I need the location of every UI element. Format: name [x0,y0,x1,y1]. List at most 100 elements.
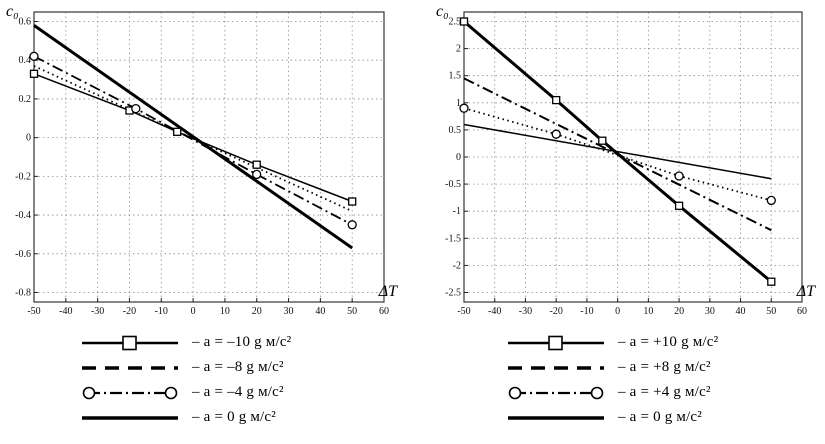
y-tick-label: 0.5 [449,125,462,136]
x-tick-label: 50 [766,306,776,317]
legend-item: – a = +10 g м/с² [506,330,824,355]
circle-marker [131,103,141,114]
legend-item: – a = +8 g м/с² [506,355,824,380]
square-marker [459,17,469,26]
y-axis-label: c₀ [6,3,19,20]
x-tick-label: -40 [59,306,72,317]
circle-marker [551,129,561,139]
y-tick-label: -0.5 [445,179,461,190]
legend-label: – a = –4 g м/с² [192,384,284,400]
legend-label: – a = 0 g м/с² [618,409,702,425]
legend-solid-line-icon [82,415,178,420]
square-marker [767,277,776,286]
square-marker [598,136,607,145]
y-axis-label: c₀ [436,3,449,20]
series-line [463,123,772,180]
x-tick-label: 40 [315,306,325,317]
circle-marker [766,195,776,206]
y-tick-label: -0.6 [15,249,31,260]
square-marker [173,127,182,136]
y-tick-label: 1.5 [449,71,462,82]
axes: -50 -40 -30 -20 -10 0 10 20 30 40 50 60 0.6 0.4 0.2 0 -0… [15,11,389,317]
legend-solid-line-icon [508,415,604,420]
y-tick-label: 0 [26,133,31,144]
y-tick-label: -0.2 [15,171,31,182]
gridlines [463,12,803,302]
legend-label: – a = +8 g м/с² [618,359,711,375]
y-tick-label: -2.5 [445,288,461,299]
x-axis-label: ΔT [378,283,398,300]
y-tick-label: 2.5 [449,16,462,27]
series-line [33,24,354,250]
legend-item: – a = 0 g м/с² [80,405,412,430]
x-tick-label: 0 [191,306,196,317]
right-panel: -50 -40 -30 -20 -10 0 10 20 30 40 50 60 2.5 2 1.5 1 0.5 0… [412,2,824,430]
x-tick-label: 30 [705,306,715,317]
x-tick-label: -20 [550,306,563,317]
circle-marker [252,169,262,180]
series-line [33,55,353,226]
x-tick-label: 20 [674,306,684,317]
x-tick-label: 50 [347,306,357,317]
legend-item: – a = –4 g м/с² [80,380,412,405]
x-axis-label: ΔT [796,283,816,300]
gridlines [33,12,385,302]
axis-labels: c₀ ΔT [436,3,816,300]
legend-dashed-line-icon [82,365,178,370]
x-tick-label: -30 [519,306,532,317]
legend-item: – a = –8 g м/с² [80,355,412,380]
x-tick-label: 60 [797,306,807,317]
x-tick-label: 30 [284,306,294,317]
y-tick-label: 1 [456,98,461,109]
y-tick-label: 0 [456,152,461,163]
legend-solid-square-line-icon [508,335,604,350]
legend-solid-square-line-icon [82,335,178,350]
y-tick-label: 2 [456,44,461,55]
square-marker [552,95,561,105]
square-marker [674,201,684,210]
legend-dashdot-circle-line-icon [508,386,604,399]
x-tick-label: 60 [379,306,389,317]
series-markers [459,17,776,286]
right-chart-plot: -50 -40 -30 -20 -10 0 10 20 30 40 50 60 2.5 2 1.5 1 0.5 0… [436,3,816,317]
x-tick-label: -20 [123,306,136,317]
x-tick-label: -50 [27,306,40,317]
x-tick-label: -50 [457,306,470,317]
legend-dashed-line-icon [508,365,604,370]
x-tick-label: -40 [488,306,501,317]
axes: -50 -40 -30 -20 -10 0 10 20 30 40 50 60 2.5 2 1.5 1 0.5 0… [445,11,807,317]
circle-marker [347,220,357,230]
square-marker [252,160,261,169]
circle-marker [29,51,39,61]
left-chart-plot: -50 -40 -30 -20 -10 0 10 20 30 40 50 60 0.6 0.4 0.2 0 -0… [6,3,398,317]
left-panel: -50 -40 -30 -20 -10 0 10 20 30 40 50 60 0.6 0.4 0.2 0 -0… [0,2,412,430]
x-tick-label: 10 [643,306,653,317]
legend-label: – a = –10 g м/с² [192,334,292,350]
y-tick-label: 0.6 [19,16,32,27]
x-tick-label: -10 [155,306,168,317]
right-legend: – a = +10 g м/с² – a = +8 g м/с² – a = +… [506,330,824,430]
square-marker [29,69,39,78]
legend-dashdot-circle-line-icon [82,386,178,399]
legend-item: – a = +4 g м/с² [506,380,824,405]
series-line [463,107,772,202]
x-tick-label: -30 [91,306,104,317]
circle-marker [674,171,684,181]
legend-item: – a = 0 g м/с² [506,405,824,430]
x-tick-label: 40 [736,306,746,317]
y-tick-label: -2 [453,260,461,271]
y-tick-label: 0.4 [19,55,32,66]
legend-label: – a = +4 g м/с² [618,384,711,400]
legend-item: – a = –10 g м/с² [80,330,412,355]
y-tick-label: -0.8 [15,288,31,299]
x-tick-label: -10 [580,306,593,317]
series-markers [29,51,357,230]
series-line [33,65,353,213]
axis-labels: c₀ ΔT [6,3,398,300]
figure: -50 -40 -30 -20 -10 0 10 20 30 40 50 60 0.6 0.4 0.2 0 -0… [0,2,824,430]
legend-label: – a = –8 g м/с² [192,359,284,375]
y-tick-label: -1 [453,206,461,217]
legend-label: – a = 0 g м/с² [192,409,276,425]
y-tick-label: -1.5 [445,233,461,244]
legend-label: – a = +10 g м/с² [618,334,719,350]
